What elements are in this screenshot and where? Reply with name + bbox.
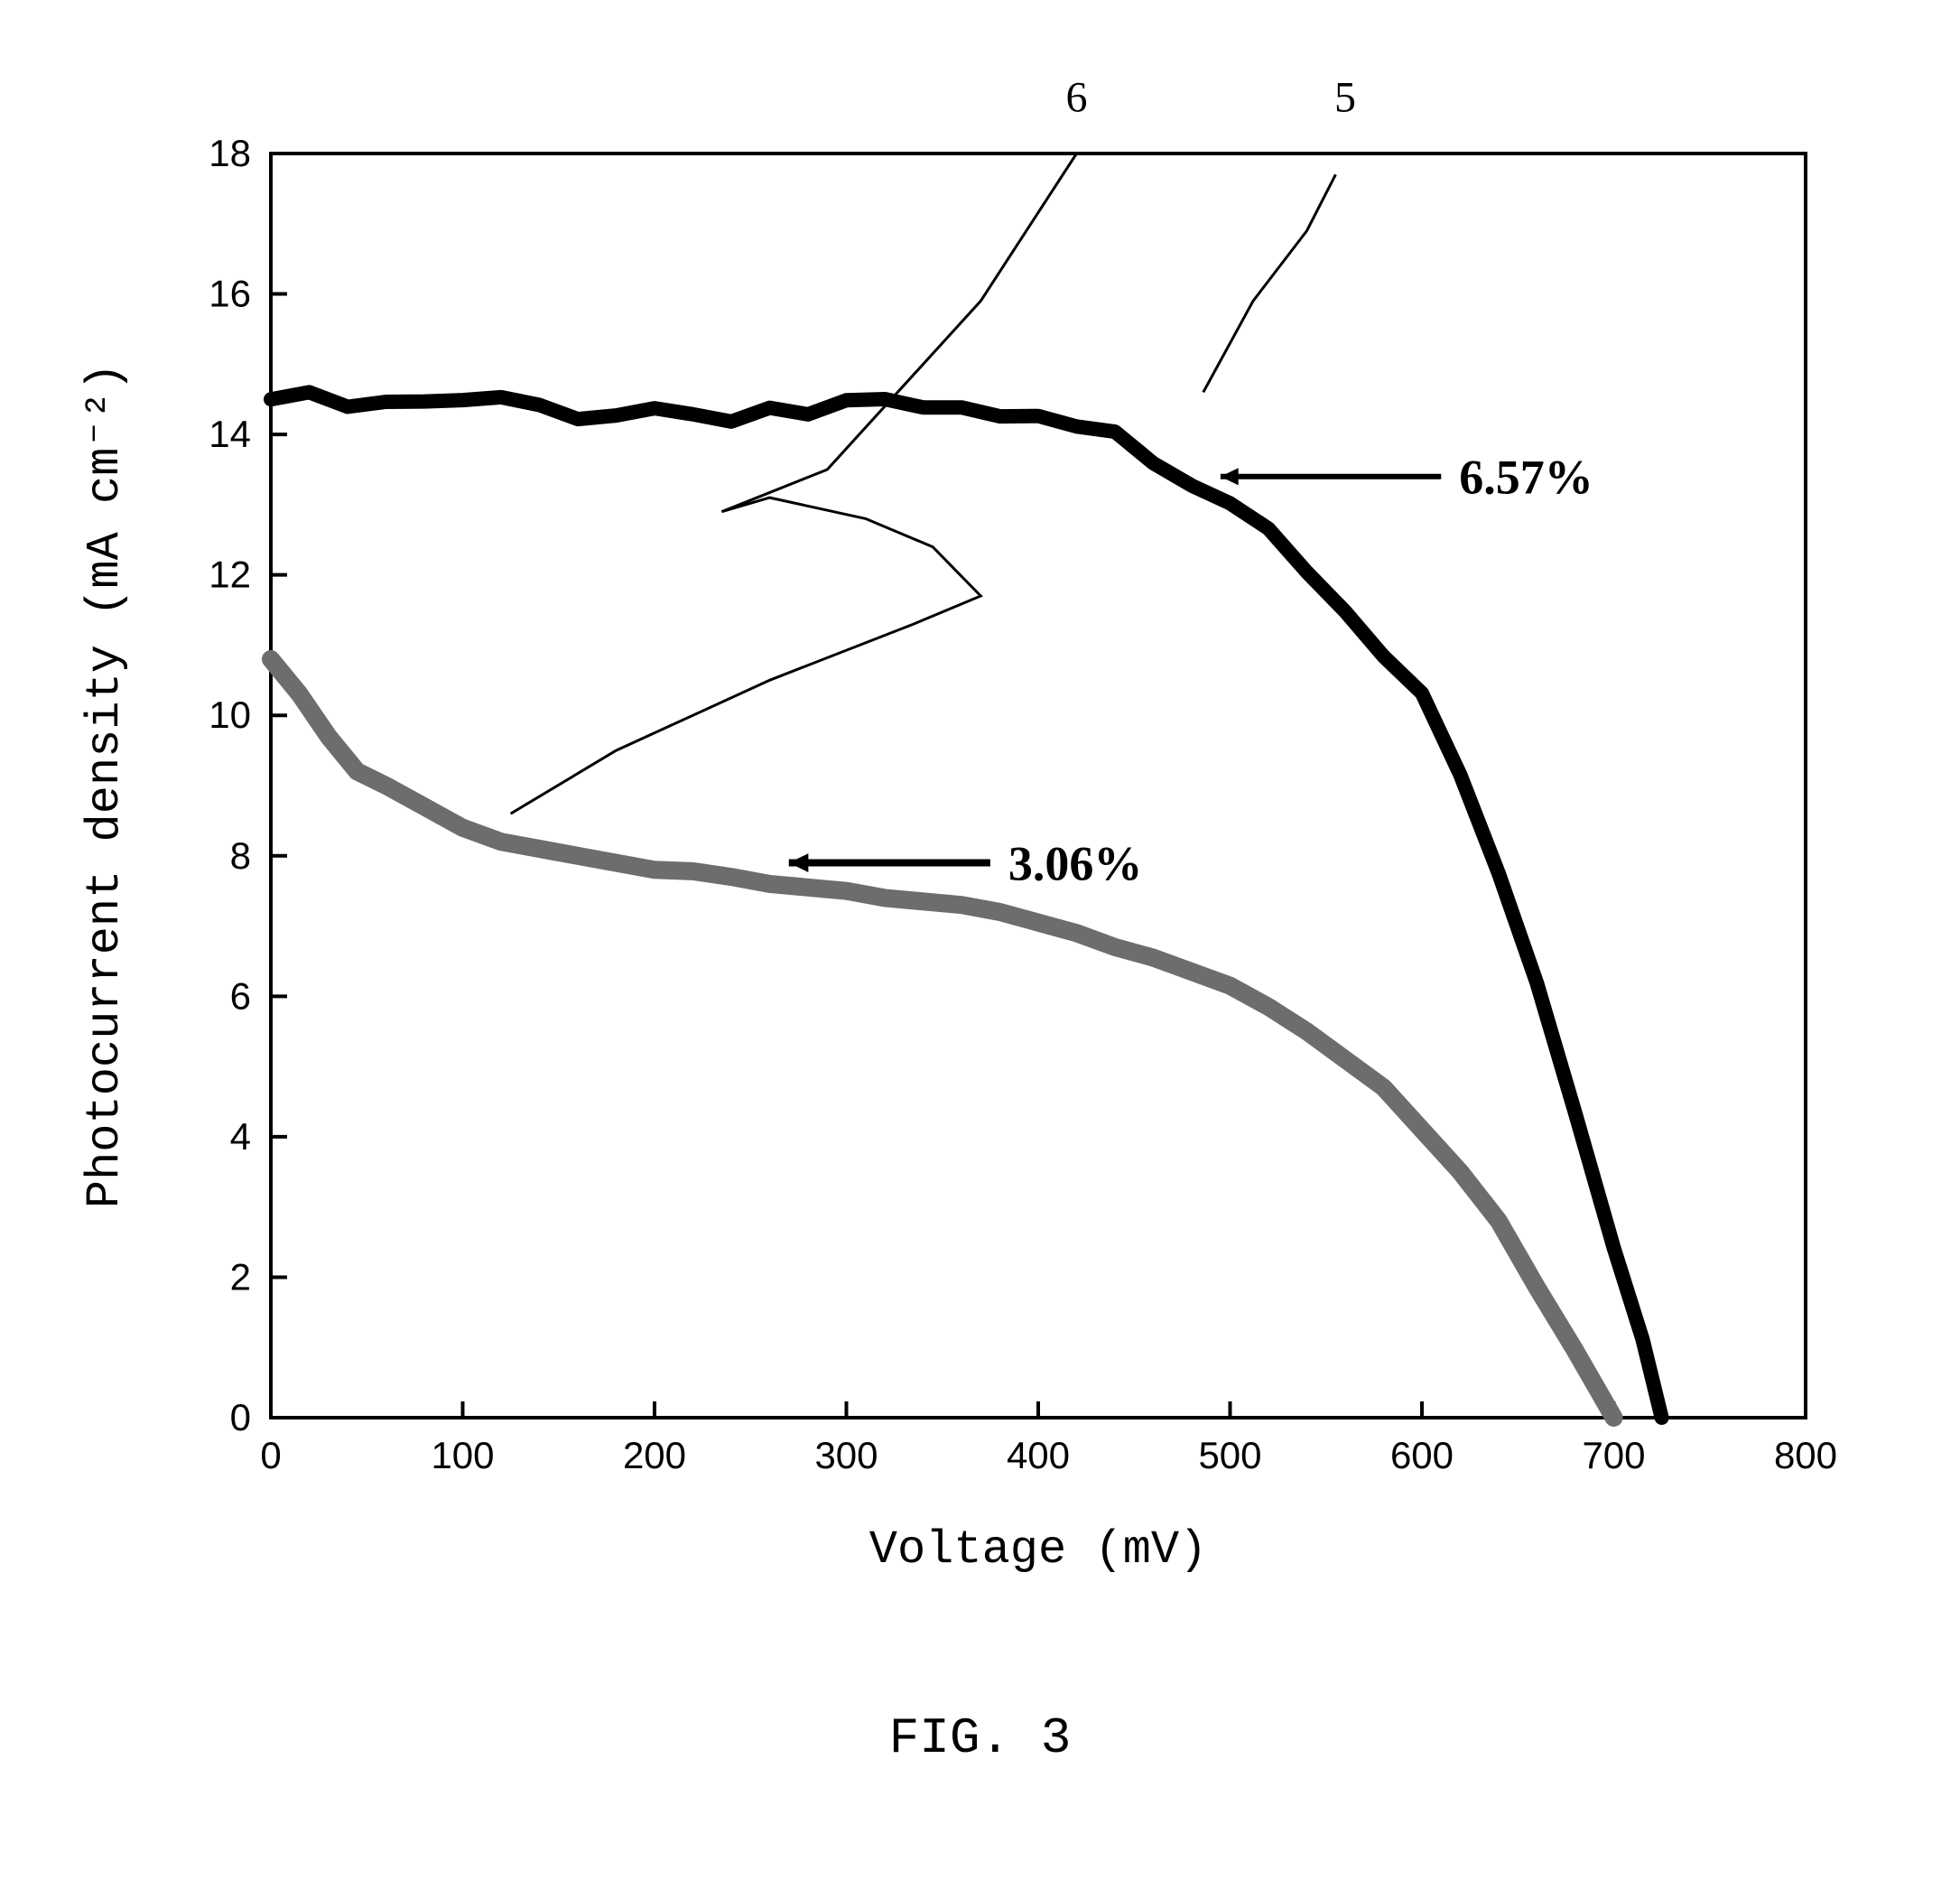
y-tick-label: 14 xyxy=(209,413,251,455)
y-tick-label: 10 xyxy=(209,693,251,736)
y-tick-label: 0 xyxy=(230,1396,251,1438)
callout-label-5: 5 xyxy=(1334,73,1356,121)
x-tick-label: 700 xyxy=(1582,1434,1645,1476)
x-tick-label: 100 xyxy=(431,1434,494,1476)
x-tick-label: 500 xyxy=(1198,1434,1261,1476)
x-tick-label: 400 xyxy=(1007,1434,1070,1476)
x-tick-label: 600 xyxy=(1390,1434,1454,1476)
y-tick-label: 6 xyxy=(230,974,251,1017)
annotation-curve5: 6.57% xyxy=(1459,451,1593,505)
y-tick-label: 8 xyxy=(230,834,251,877)
y-tick-label: 16 xyxy=(209,273,251,315)
y-tick-label: 4 xyxy=(230,1115,251,1158)
y-tick-label: 2 xyxy=(230,1255,251,1298)
y-tick-label: 12 xyxy=(209,554,251,596)
figure-caption: FIG. 3 xyxy=(889,1709,1072,1767)
x-axis-label: Voltage (mV) xyxy=(869,1523,1207,1577)
y-axis-label: Photocurrent density (mA cm⁻²) xyxy=(79,363,132,1208)
x-tick-label: 0 xyxy=(260,1434,281,1476)
x-tick-label: 800 xyxy=(1774,1434,1837,1476)
jv-curve-chart: 0 100 200 300 400 500 600 700 800 0 2 4 6 8 10 12 14 16 18… xyxy=(0,0,1960,1880)
annotation-curve6: 3.06% xyxy=(1008,836,1143,890)
y-tick-label: 18 xyxy=(209,132,251,174)
x-tick-label: 300 xyxy=(814,1434,878,1476)
callout-label-6: 6 xyxy=(1066,73,1088,121)
x-tick-label: 200 xyxy=(623,1434,686,1476)
